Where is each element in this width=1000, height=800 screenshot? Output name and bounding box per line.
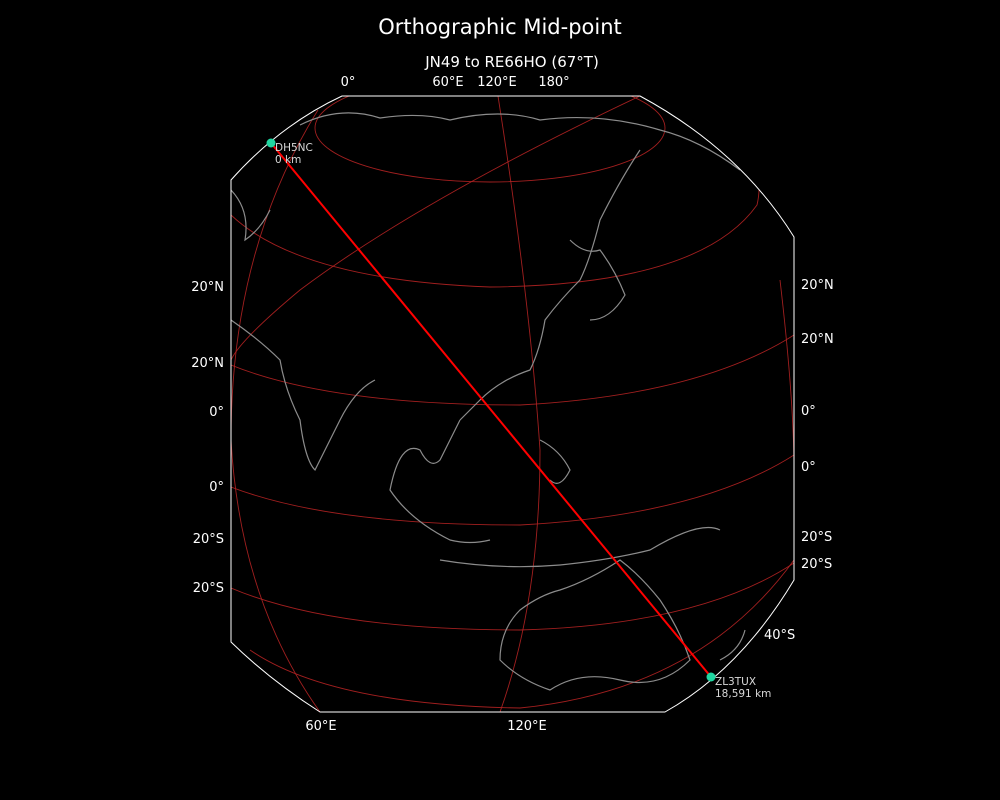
lat-label: 20°S (801, 557, 832, 572)
lon-label: 120°E (477, 75, 517, 90)
station-marker[interactable] (706, 672, 716, 682)
lat-label: 20°N (801, 278, 834, 293)
map-area (231, 96, 794, 712)
great-circle-path (270, 142, 712, 678)
map-subtitle: JN49 to RE66HO (67°T) (424, 53, 599, 71)
lat-label: 40°S (764, 628, 795, 643)
station-call: ZL3TUX (715, 676, 756, 688)
map-boundary (230, 95, 795, 713)
lat-label: 20°S (801, 530, 832, 545)
right-axis-labels: 20°N 20°N 0° 0° 20°S 20°S 40°S (764, 278, 834, 643)
lat-label: 20°N (191, 356, 224, 371)
station-distance: 0 km (275, 154, 301, 166)
lat-label: 0° (209, 480, 224, 495)
station-dh5nc[interactable]: DH5NC 0 km (266, 138, 313, 167)
station-zl3tux[interactable]: ZL3TUX 18,591 km (706, 672, 772, 701)
lon-label: 0° (341, 75, 356, 90)
top-axis-labels: 0° 60°E 120°E 180° (341, 75, 570, 90)
station-distance: 18,591 km (715, 688, 771, 700)
lon-label: 60°E (432, 75, 463, 90)
lat-label: 20°N (801, 332, 834, 347)
bottom-axis-labels: 60°E 120°E (305, 719, 546, 734)
lon-label: 180° (538, 75, 569, 90)
graticule (231, 96, 794, 712)
lat-label: 20°N (191, 280, 224, 295)
lat-label: 20°S (193, 532, 224, 547)
lat-label: 0° (801, 460, 816, 475)
map-title: Orthographic Mid-point (378, 15, 622, 39)
lat-label: 0° (801, 404, 816, 419)
lon-label: 60°E (305, 719, 336, 734)
lat-label: 0° (209, 405, 224, 420)
lon-label: 120°E (507, 719, 547, 734)
left-axis-labels: 20°N 20°N 0° 0° 20°S 20°S (191, 280, 224, 596)
station-marker[interactable] (266, 138, 276, 148)
lat-label: 20°S (193, 581, 224, 596)
station-call: DH5NC (275, 142, 313, 154)
coastlines (231, 112, 746, 691)
